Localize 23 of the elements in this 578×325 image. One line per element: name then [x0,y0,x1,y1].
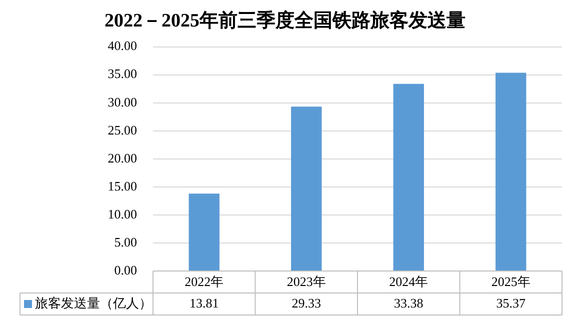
y-tick-label: 30.00 [108,94,137,110]
data-label: 29.33 [292,295,321,310]
x-tick-label: 2024年 [389,274,428,290]
x-tick-label: 2022年 [184,274,224,290]
y-tick-label: 10.00 [108,206,137,222]
y-tick-label: 25.00 [108,122,137,138]
y-tick-label: 40.00 [108,38,137,54]
data-label: 13.81 [190,295,219,310]
data-label: 33.38 [394,295,424,310]
y-tick-label: 20.00 [108,150,137,166]
x-tick-label: 2025年 [491,274,530,290]
x-tick-label: 2023年 [286,274,326,290]
bar [496,72,526,270]
data-label: 35.37 [496,295,526,310]
chart-title: 2022－2025年前三季度全国铁路旅客发送量 [104,9,466,32]
bar [291,106,322,270]
y-tick-label: 15.00 [108,178,137,194]
y-tick-label: 5.00 [114,234,137,250]
y-tick-label: 35.00 [108,66,137,82]
bar [393,84,424,270]
legend-label: 旅客发送量（亿人） [35,295,152,310]
y-tick-label: 0.00 [114,262,137,278]
bar [188,194,220,270]
